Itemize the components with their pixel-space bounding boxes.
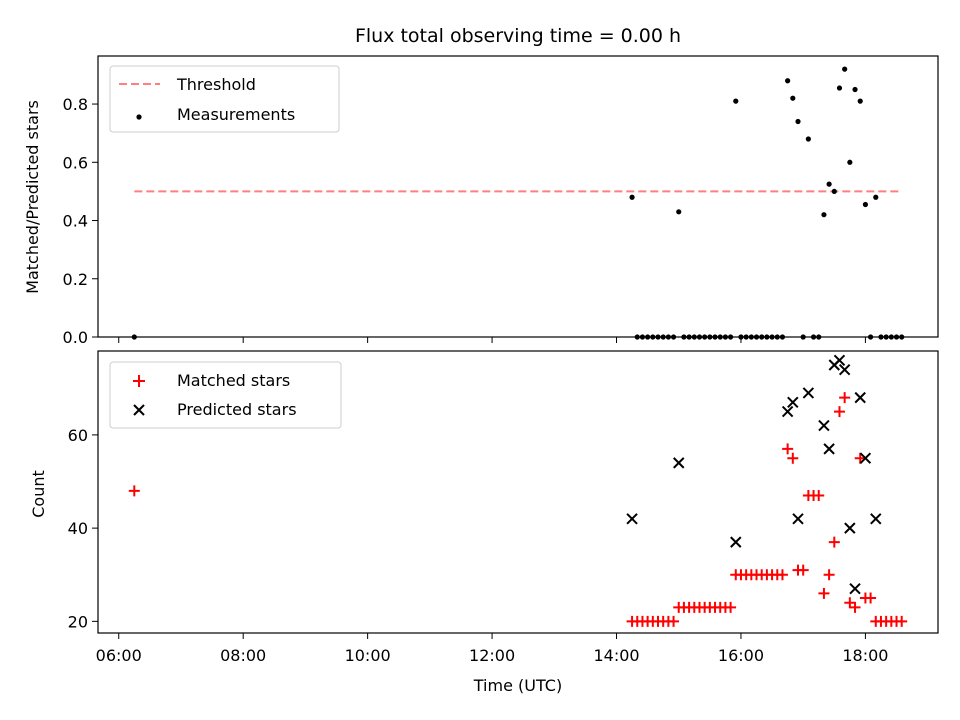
top-ytick-label: 0.0: [63, 328, 88, 347]
bottom-legend: Matched stars Predicted stars: [109, 361, 342, 429]
matched-star-point: [849, 601, 861, 613]
measurement-point: [795, 118, 801, 125]
bottom-xtick-label: 10:00: [345, 646, 391, 665]
predicted-stars-legend-icon: [133, 404, 145, 416]
predicted-star-point: [626, 513, 638, 525]
bottom-xtick-label: 16:00: [718, 646, 764, 665]
bottom-xtick-label: 14:00: [593, 646, 639, 665]
bottom-ylabel: Count: [29, 470, 48, 518]
predicted-star-point: [833, 354, 846, 367]
matched-star-point: [668, 615, 680, 627]
chart-title: Flux total observing time = 0.00 h: [355, 25, 681, 47]
matched-star-point: [865, 592, 877, 604]
measurement-point: [862, 201, 869, 208]
measurement-point: [790, 95, 796, 101]
threshold-legend-label: Threshold: [176, 75, 256, 94]
bottom-xticks: 06:00 08:00 10:00 12:00 14:00 16:00 18:00: [96, 633, 888, 665]
matched-star-point: [896, 615, 908, 627]
measurement-point: [733, 98, 739, 104]
measurement-point: [852, 86, 858, 93]
measurement-point: [836, 85, 843, 91]
measurement-point: [831, 188, 837, 195]
matched-star-point: [818, 587, 830, 599]
predicted-star-point: [849, 583, 861, 595]
matched-stars-legend-icon: [133, 375, 145, 387]
predicted-star-point: [792, 513, 804, 525]
measurements-legend-icon: [136, 114, 142, 120]
measurement-point: [857, 98, 863, 104]
predicted-star-point: [673, 457, 685, 469]
bottom-legend-box: [109, 361, 342, 429]
top-ytick-label: 0.8: [63, 95, 88, 114]
bottom-ytick-label: 20: [68, 612, 88, 631]
matched-star-point: [787, 452, 799, 464]
predicted-star-point: [854, 391, 866, 404]
bottom-panel: 20 40 60 06:00 08:00 10:00 12:00 14:00 16:00 18:…: [29, 350, 939, 695]
bottom-plot-frame: [97, 350, 939, 634]
top-ylabel: Matched/Predicted stars: [23, 100, 42, 294]
top-legend: Threshold Measurements: [109, 65, 340, 133]
predicted-star-point: [781, 405, 794, 418]
matched-star-point: [813, 489, 825, 501]
bottom-xtick-label: 08:00: [220, 646, 266, 665]
matched-star-point: [797, 564, 809, 576]
matched-star-point: [854, 452, 866, 464]
matched-star-point: [833, 406, 845, 418]
matched-stars-legend-label: Matched stars: [177, 371, 290, 390]
predicted-star-point: [838, 363, 851, 376]
top-yticks: 0.0 0.2 0.4 0.6 0.8: [63, 95, 98, 347]
matched-star-point: [828, 536, 840, 548]
matched-star-point: [782, 443, 794, 455]
predicted-star-point: [823, 443, 835, 455]
matched-star-point: [725, 601, 737, 613]
measurement-point: [842, 66, 848, 72]
matched-star-point: [128, 485, 140, 497]
matched-star-point: [839, 392, 851, 404]
measurement-point: [785, 78, 791, 84]
matched-stars-series: [128, 392, 908, 627]
top-panel: 0.00.20.40.60.8 Matched/Predicted stars …: [23, 55, 939, 347]
measurements-legend-label: Measurements: [177, 105, 295, 124]
matched-star-point: [776, 569, 788, 581]
bottom-xtick-label: 06:00: [96, 646, 142, 665]
measurement-point: [821, 212, 827, 218]
bottom-ytick-label: 60: [68, 426, 88, 445]
predicted-star-point: [859, 452, 872, 464]
top-legend-box: [109, 65, 340, 133]
top-ytick-label: 0.4: [63, 212, 88, 231]
measurement-point: [805, 136, 811, 142]
predicted-star-point: [818, 419, 830, 432]
bottom-xtick-label: 18:00: [842, 646, 888, 665]
predicted-star-point: [787, 396, 799, 408]
bottom-ytick-label: 40: [68, 519, 88, 538]
predicted-star-point: [730, 536, 742, 548]
measurement-point: [629, 194, 635, 200]
top-ytick-label: 0.2: [63, 270, 88, 289]
bottom-xtick-label: 12:00: [469, 646, 515, 665]
predicted-stars-series: [626, 354, 882, 595]
measurement-point: [676, 209, 682, 215]
measurement-point: [873, 194, 879, 200]
measurement-point: [847, 159, 853, 165]
measurement-point: [826, 181, 832, 187]
predicted-stars-legend-label: Predicted stars: [177, 400, 297, 419]
top-plot-frame: [97, 55, 939, 338]
bottom-yticks: 20 40 60: [68, 426, 98, 631]
predicted-star-point: [802, 387, 815, 399]
bottom-xlabel: Time (UTC): [473, 676, 562, 695]
top-ytick-label: 0.6: [63, 153, 88, 172]
predicted-star-point: [870, 513, 882, 525]
matched-star-point: [823, 569, 835, 581]
predicted-star-point: [844, 522, 856, 534]
